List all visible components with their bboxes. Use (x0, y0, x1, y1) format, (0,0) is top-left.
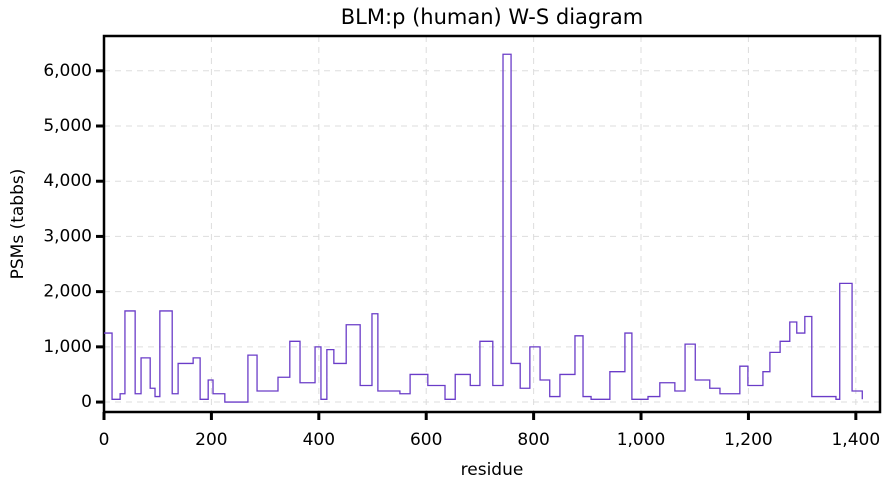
y-tick-label: 0 (81, 392, 92, 412)
data-line (104, 53, 863, 403)
x-tick-label: 200 (195, 430, 227, 450)
chart-title: BLM:p (human) W-S diagram (341, 5, 643, 29)
y-tick-label: 6,000 (43, 61, 92, 81)
x-tick-label: 800 (517, 430, 549, 450)
y-tick-label: 5,000 (43, 116, 92, 136)
x-tick-label: 400 (303, 430, 335, 450)
x-tick-label: 1,000 (617, 430, 666, 450)
plot-frame (102, 34, 882, 414)
x-axis-label: residue (461, 460, 524, 480)
y-tick-label: 4,000 (43, 171, 92, 191)
y-axis-label: PSMs (tabbs) (8, 169, 28, 280)
y-tick-label: 1,000 (43, 337, 92, 357)
y-tick-label: 3,000 (43, 226, 92, 246)
x-tick-label: 1,400 (831, 430, 880, 450)
x-tick-label: 600 (410, 430, 442, 450)
x-tick-label: 0 (99, 430, 110, 450)
y-tick-label: 2,000 (43, 282, 92, 302)
x-tick-label: 1,200 (724, 430, 773, 450)
